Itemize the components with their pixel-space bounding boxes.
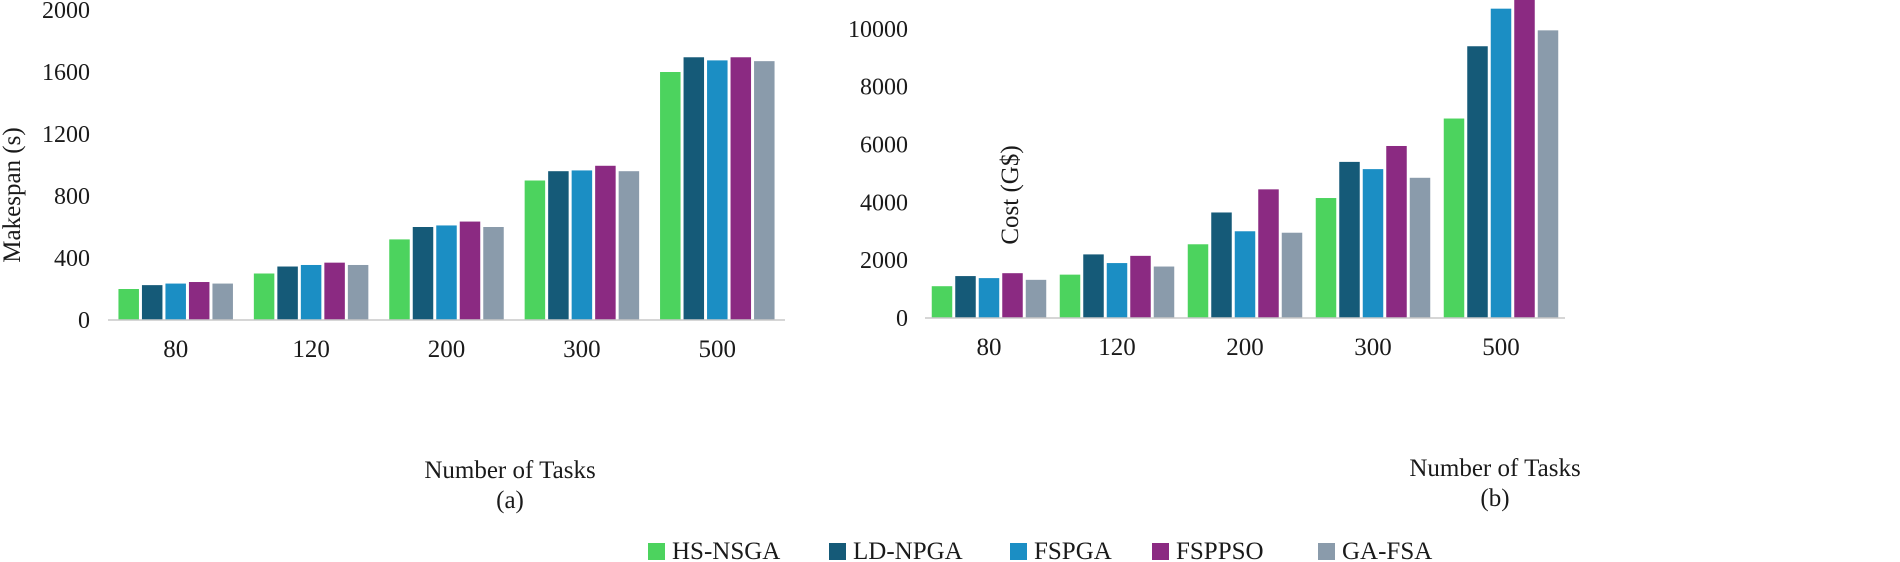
chart-a-y-axis-title: Makespan (s): [0, 127, 26, 262]
legend-label: GA-FSA: [1342, 538, 1432, 562]
chart-a-bar-ld-npga-80: [141, 285, 163, 321]
chart-a-y-tick-label: 2000: [42, 0, 90, 24]
legend-swatch: [1010, 543, 1027, 560]
chart-b-y-axis-title: Cost (G$): [997, 145, 1024, 244]
legend-item-ld-npga: LD-NPGA: [829, 538, 963, 562]
chart-a-bar-hs-nsga-80: [118, 289, 139, 320]
chart-b-bar-fspga-500: [1490, 8, 1512, 318]
chart-a-x-category-label: 80: [163, 336, 188, 363]
chart-a-bar-fspga-200: [436, 225, 457, 320]
chart-a-y-tick-label: 1600: [42, 60, 90, 86]
chart-a-x-category-label: 200: [428, 336, 466, 363]
chart-b-bar-hs-nsga-200: [1187, 244, 1209, 318]
chart-a-bar-fspga-500: [707, 60, 728, 321]
chart-b-bar-fspga-200: [1234, 231, 1256, 318]
chart-b-x-category-label: 300: [1354, 334, 1392, 361]
chart-b-bar-ld-npga-80: [955, 276, 976, 318]
chart-a-y-tick-label: 800: [54, 184, 90, 210]
chart-a-x-category-label: 120: [292, 336, 330, 363]
chart-a-bar-ga-fsa-200: [483, 227, 504, 320]
chart-a-x-category-label: 300: [563, 336, 601, 363]
legend-item-hs-nsga: HS-NSGA: [648, 538, 780, 562]
legend-item-ga-fsa: GA-FSA: [1318, 538, 1432, 562]
chart-b-bar-fspga-80: [978, 278, 1000, 318]
chart-b-bar-fsppso-120: [1130, 255, 1151, 318]
chart-b-panel-label: (b): [1480, 485, 1509, 512]
chart-b-bar-fsppso-80: [1002, 273, 1023, 318]
chart-a-bar-ld-npga-300: [548, 171, 569, 320]
chart-a-bar-fspga-120: [300, 264, 322, 320]
chart-b-x-category-label: 200: [1226, 334, 1264, 361]
chart-b-bar-hs-nsga-500: [1443, 118, 1465, 318]
chart-b-y-tick-label: 0: [896, 306, 908, 332]
chart-a-bar-hs-nsga-200: [389, 239, 410, 320]
legend-label: LD-NPGA: [853, 538, 963, 562]
chart-b-bar-ga-fsa-120: [1153, 266, 1175, 318]
legend-swatch: [829, 543, 846, 560]
chart-a-bar-hs-nsga-300: [524, 180, 546, 320]
chart-b-bar-fsppso-300: [1386, 145, 1407, 318]
chart-b-bar-ld-npga-200: [1211, 212, 1232, 318]
chart-b-bar-hs-nsga-80: [931, 286, 953, 318]
legend-swatch: [648, 543, 665, 560]
chart-b-bar-ga-fsa-300: [1409, 177, 1431, 318]
legend-item-fsppso: FSPPSO: [1152, 538, 1264, 562]
chart-a-x-axis-title: Number of Tasks: [424, 457, 595, 484]
chart-a-bar-ld-npga-120: [277, 266, 298, 320]
chart-b-bar-hs-nsga-300: [1315, 198, 1337, 318]
chart-b-x-category-label: 120: [1098, 334, 1136, 361]
chart-a-x-category-label: 500: [699, 336, 737, 363]
chart-b-y-tick-label: 4000: [860, 190, 908, 216]
chart-b-x-category-label: 500: [1482, 334, 1520, 361]
legend-label: HS-NSGA: [672, 538, 780, 562]
chart-a-bar-fspga-80: [165, 283, 186, 320]
chart-a-bar-fsppso-200: [459, 221, 481, 320]
chart-b-bar-ld-npga-120: [1083, 254, 1104, 318]
chart-b-bar-fspga-300: [1362, 169, 1384, 318]
legend-label: FSPGA: [1034, 538, 1112, 562]
legend-swatch: [1318, 543, 1335, 560]
chart-a-y-tick-label: 0: [78, 308, 90, 334]
chart-b-bar-ga-fsa-80: [1025, 279, 1047, 318]
chart-a-bar-fsppso-80: [188, 282, 210, 320]
chart-a-bar-ld-npga-200: [412, 227, 434, 320]
chart-b-bar-ld-npga-300: [1339, 161, 1360, 318]
chart-a-y-tick-label: 400: [54, 246, 90, 272]
chart-a-bar-ga-fsa-500: [754, 61, 775, 321]
chart-b-bar-fspga-120: [1106, 263, 1128, 318]
chart-a-bar-ld-npga-500: [683, 57, 705, 321]
chart-b-x-category-label: 80: [977, 334, 1002, 361]
chart-b-y-tick-label: 6000: [860, 133, 908, 159]
chart-a-bar-ga-fsa-80: [212, 283, 233, 320]
chart-a-bar-fsppso-120: [324, 262, 345, 320]
chart-b-bar-ld-npga-500: [1467, 46, 1488, 318]
chart-a-bar-ga-fsa-300: [618, 171, 640, 320]
chart-b-bar-hs-nsga-120: [1059, 274, 1081, 318]
chart-b-bar-fsppso-500: [1514, 0, 1535, 319]
chart-b-bar-ga-fsa-500: [1537, 30, 1559, 318]
chart-panel-b: Cost (G$) Number of Tasks (b) 0 2000 4000 6…: [848, 0, 1581, 512]
legend-item-fspga: FSPGA: [1010, 538, 1112, 562]
chart-b-y-tick-label: 2000: [860, 248, 908, 274]
legend: HS-NSGA LD-NPGA FSPGA FSPPSO GA-FSA: [648, 538, 1432, 562]
chart-b-y-tick-label: 8000: [860, 75, 908, 101]
chart-a-bar-hs-nsga-500: [660, 72, 681, 320]
chart-panel-a: Makespan (s) Number of Tasks (a) 0 400 800…: [0, 0, 785, 514]
chart-a-bar-fspga-300: [571, 170, 593, 320]
chart-a-bar-fsppso-500: [730, 57, 752, 321]
chart-b-y-tick-label: 10000: [848, 17, 908, 43]
chart-b-bar-fsppso-200: [1258, 189, 1279, 318]
chart-a-panel-label: (a): [496, 487, 524, 514]
chart-b-bar-ga-fsa-200: [1281, 232, 1303, 318]
chart-a-bar-fsppso-300: [595, 165, 616, 320]
chart-a-y-tick-label: 1200: [42, 122, 90, 148]
legend-label: FSPPSO: [1176, 538, 1264, 562]
chart-a-bar-ga-fsa-120: [347, 264, 369, 320]
chart-a-bar-hs-nsga-120: [253, 273, 275, 320]
legend-swatch: [1152, 543, 1169, 560]
chart-b-x-axis-title: Number of Tasks: [1409, 455, 1580, 482]
